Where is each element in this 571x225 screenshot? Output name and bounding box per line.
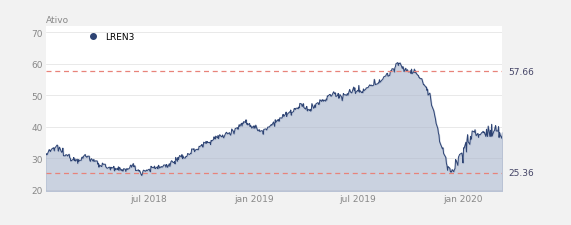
Legend: LREN3: LREN3 <box>81 30 138 46</box>
Text: Ativo: Ativo <box>46 16 69 25</box>
Text: 57.66: 57.66 <box>508 67 534 76</box>
Text: 25.36: 25.36 <box>508 169 534 177</box>
